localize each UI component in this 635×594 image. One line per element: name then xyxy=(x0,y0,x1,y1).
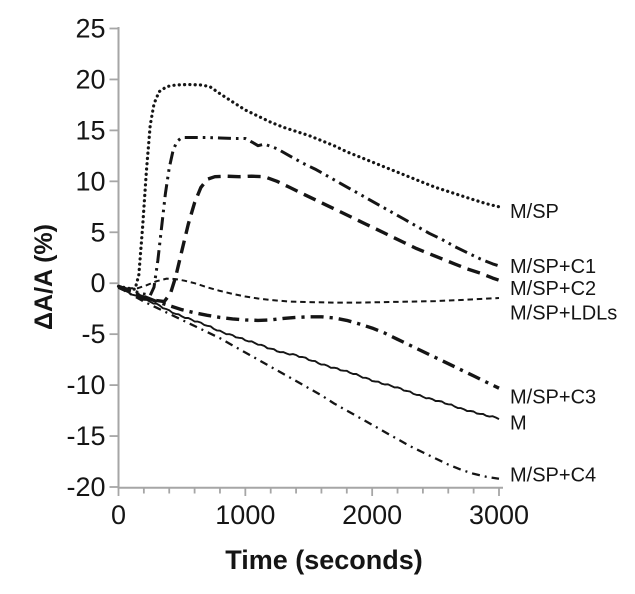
y-tick-label: 0 xyxy=(90,268,105,298)
axes xyxy=(117,27,503,489)
series-label-m-sp-c4: M/SP+C4 xyxy=(510,464,596,486)
x-tick-label: 2000 xyxy=(342,500,402,530)
x-tick-label: 3000 xyxy=(469,500,529,530)
y-tick-label: 15 xyxy=(75,115,105,145)
y-tick-label: -5 xyxy=(81,319,105,349)
series-path-m-sp-c4 xyxy=(117,286,500,480)
y-tick-label: 10 xyxy=(75,166,105,196)
data-series xyxy=(116,82,501,480)
series-path-m-sp-c3 xyxy=(117,284,500,390)
series-label-m-sp-ldls: M/SP+LDLs xyxy=(510,302,617,324)
series-label-m-sp-c2: M/SP+C2 xyxy=(510,278,596,300)
series-label-m-sp: M/SP xyxy=(510,201,559,223)
y-tick-label: -20 xyxy=(66,472,105,502)
y-tick-label: 5 xyxy=(90,217,105,247)
y-tick-label: -15 xyxy=(66,421,105,451)
series-label-m-sp-c3: M/SP+C3 xyxy=(510,386,596,408)
series-path-m-sp-ldls xyxy=(118,277,500,304)
axis-ticks xyxy=(109,27,500,496)
series-path-m-sp-c2 xyxy=(117,174,500,304)
series-label-m: M xyxy=(510,412,527,434)
y-tick-label: 20 xyxy=(75,64,105,94)
series-path-m xyxy=(117,286,500,420)
y-axis-title: ΔA/A (%) xyxy=(30,224,58,330)
y-tick-label: 25 xyxy=(75,14,105,44)
x-tick-label: 0 xyxy=(111,500,126,530)
x-axis-title: Time (seconds) xyxy=(225,545,423,575)
series-label-m-sp-c1: M/SP+C1 xyxy=(510,256,596,278)
series-labels: M/SP M/SP+C1M/SP+C2M/SP+LDLs M/SP+C3 M M/SP+… xyxy=(510,201,617,486)
series-path-m-sp xyxy=(116,82,501,291)
x-tick-label: 1000 xyxy=(215,500,275,530)
y-tick-label: -10 xyxy=(66,370,105,400)
